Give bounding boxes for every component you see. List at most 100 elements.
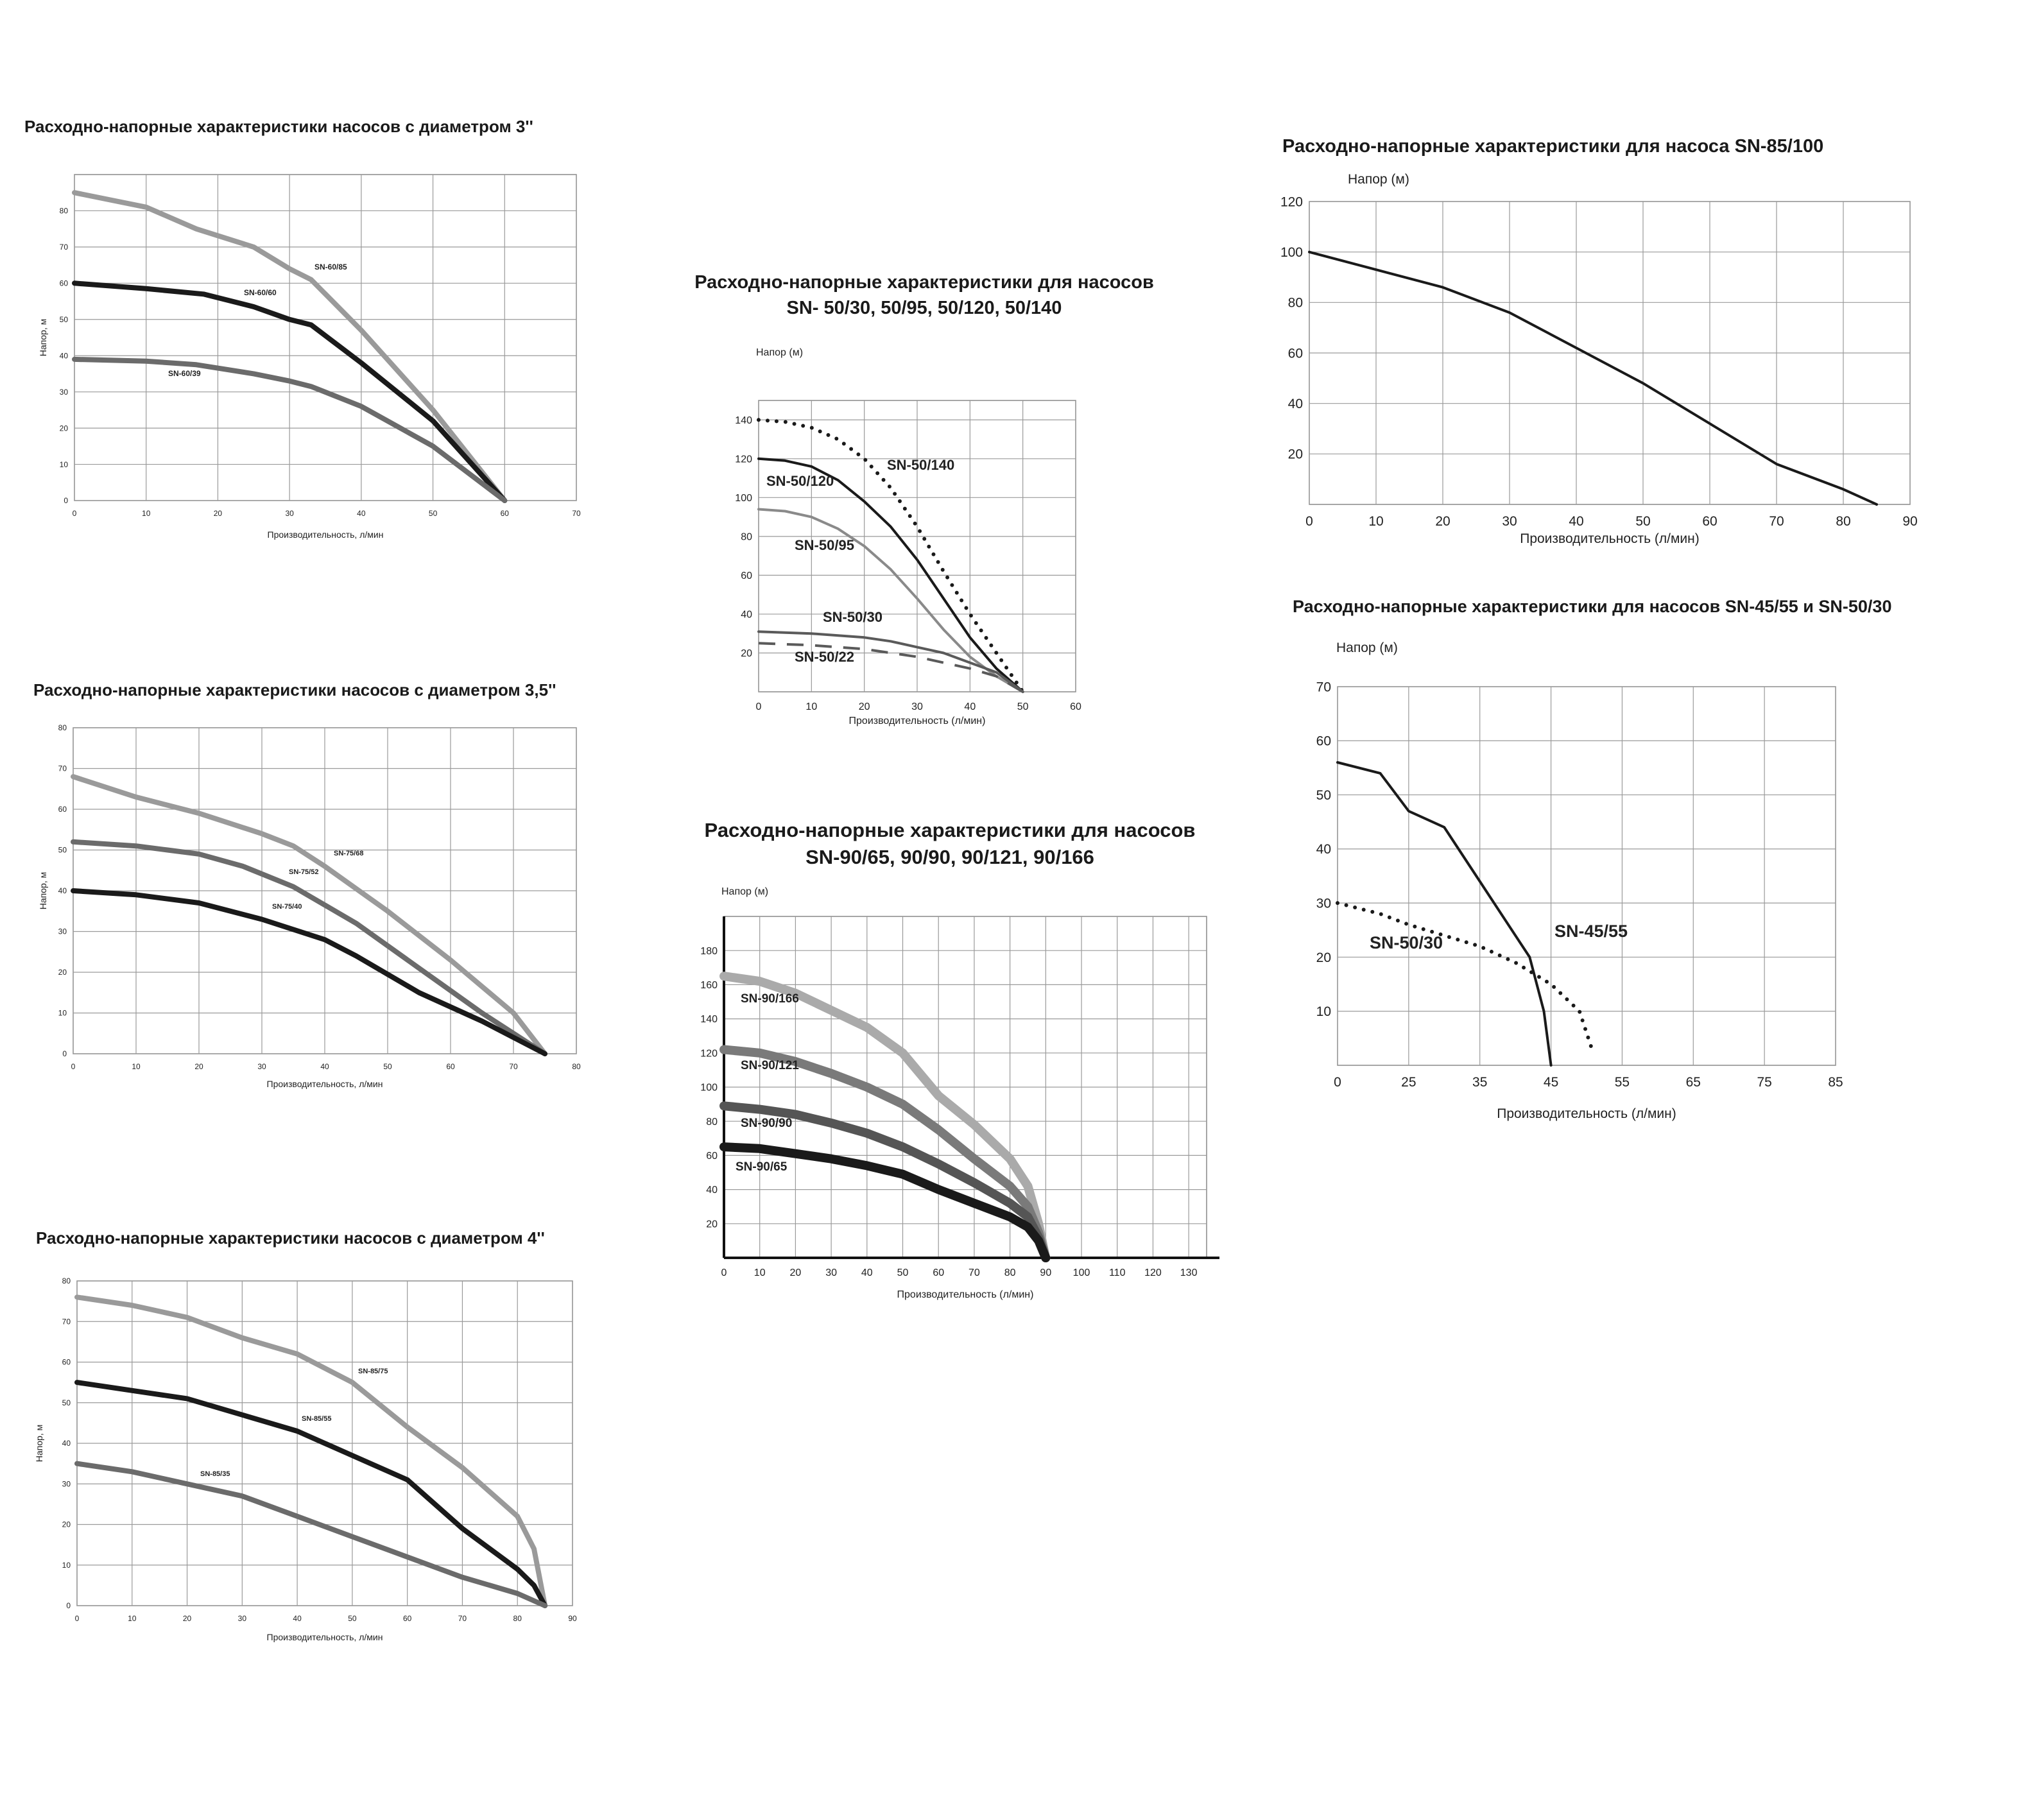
x-tick-label: 30 xyxy=(285,509,294,518)
y-tick-label: 60 xyxy=(62,1358,71,1367)
y-tick-label: 100 xyxy=(735,493,752,504)
x-tick-label: 40 xyxy=(861,1267,873,1278)
x-tick-label: 10 xyxy=(132,1062,141,1071)
y-tick-label: 10 xyxy=(1316,1004,1331,1019)
y-tick-label: 100 xyxy=(1280,245,1303,260)
y-tick-label: 40 xyxy=(741,610,752,621)
y-tick-label: 40 xyxy=(1316,842,1331,857)
y-tick-label: 0 xyxy=(64,496,68,505)
series-label: SN-45/55 xyxy=(1554,922,1628,941)
series-label: SN-90/65 xyxy=(736,1160,788,1174)
y-tick-label: 20 xyxy=(741,648,752,659)
series-line xyxy=(72,356,508,503)
y-axis-label: Напор (м) xyxy=(756,347,803,358)
x-tick-label: 20 xyxy=(859,701,870,712)
x-axis-label: Производительность (л/мин) xyxy=(1497,1106,1676,1121)
x-tick-label: 30 xyxy=(911,701,923,712)
series-line xyxy=(719,1045,1051,1262)
x-tick-label: 40 xyxy=(320,1062,329,1071)
y-tick-label: 40 xyxy=(62,1439,71,1448)
x-tick-label: 70 xyxy=(572,509,581,518)
x-tick-label: 60 xyxy=(446,1062,455,1071)
y-tick-label: 30 xyxy=(60,388,69,397)
y-tick-label: 100 xyxy=(700,1083,718,1094)
x-tick-label: 75 xyxy=(1757,1075,1771,1090)
x-axis-label: Производительность, л/мин xyxy=(268,529,384,540)
series-label: SN-90/121 xyxy=(741,1059,799,1072)
y-tick-label: 180 xyxy=(700,946,718,957)
y-tick-label: 40 xyxy=(60,351,69,360)
x-tick-label: 10 xyxy=(805,701,817,712)
y-tick-label: 20 xyxy=(62,1520,71,1529)
y-tick-label: 70 xyxy=(62,1317,71,1326)
series-label: SN-50/120 xyxy=(766,473,834,489)
series-line xyxy=(1336,761,1553,1067)
x-tick-label: 20 xyxy=(790,1267,802,1278)
y-tick-label: 40 xyxy=(58,886,67,895)
x-tick-label: 50 xyxy=(897,1267,909,1278)
y-tick-label: 20 xyxy=(1288,447,1303,462)
chart-title: Расходно-напорные характеристики для нас… xyxy=(694,272,1154,293)
y-tick-label: 70 xyxy=(58,764,67,773)
y-tick-label: 40 xyxy=(706,1185,718,1196)
x-tick-label: 25 xyxy=(1401,1075,1416,1090)
x-tick-label: 80 xyxy=(513,1614,522,1623)
x-tick-label: 0 xyxy=(75,1614,80,1623)
y-tick-label: 60 xyxy=(58,805,67,814)
series-line xyxy=(74,1461,548,1608)
y-tick-label: 80 xyxy=(706,1117,718,1128)
x-tick-label: 0 xyxy=(71,1062,76,1071)
x-tick-label: 20 xyxy=(183,1614,192,1623)
x-tick-label: 90 xyxy=(1040,1267,1051,1278)
y-tick-label: 30 xyxy=(62,1479,71,1488)
x-tick-label: 70 xyxy=(1769,514,1784,529)
x-axis-label: Производительность, л/мин xyxy=(267,1079,383,1089)
series-line xyxy=(719,1101,1051,1262)
x-tick-label: 80 xyxy=(1836,514,1850,529)
series-line xyxy=(757,418,1025,694)
y-tick-label: 60 xyxy=(741,571,752,581)
y-tick-label: 80 xyxy=(60,207,69,216)
chart-subtitle: SN-90/65, 90/90, 90/121, 90/166 xyxy=(805,846,1094,868)
y-tick-label: 50 xyxy=(60,315,69,324)
y-tick-label: 60 xyxy=(1316,734,1331,749)
x-tick-label: 10 xyxy=(1368,514,1383,529)
chart-title-text: Расходно-напорные характеристики для нас… xyxy=(1293,597,1721,616)
x-tick-label: 10 xyxy=(142,509,151,518)
x-tick-label: 80 xyxy=(572,1062,581,1071)
x-tick-label: 70 xyxy=(968,1267,980,1278)
x-tick-label: 40 xyxy=(1569,514,1583,529)
chart-title: Расходно-напорные характеристики для нас… xyxy=(1282,136,1823,157)
y-tick-label: 80 xyxy=(1288,296,1303,311)
series-line xyxy=(719,1142,1051,1262)
x-tick-label: 120 xyxy=(1144,1267,1162,1278)
x-tick-label: 0 xyxy=(73,509,77,518)
y-tick-label: 40 xyxy=(1288,397,1303,411)
x-tick-label: 70 xyxy=(458,1614,467,1623)
y-tick-label: 0 xyxy=(62,1049,67,1058)
x-tick-label: 130 xyxy=(1180,1267,1198,1278)
x-tick-label: 20 xyxy=(194,1062,203,1071)
x-tick-label: 10 xyxy=(754,1267,766,1278)
series-line xyxy=(719,972,1051,1262)
series-line xyxy=(71,839,547,1056)
y-tick-label: 120 xyxy=(1280,194,1303,209)
series-line xyxy=(72,280,508,503)
series-label: SN-60/85 xyxy=(314,262,347,271)
y-tick-label: 140 xyxy=(700,1014,718,1025)
chart-title-model: SN-45/55 и SN-50/30 xyxy=(1725,597,1892,616)
series-label: SN-50/30 xyxy=(1370,933,1443,952)
x-tick-label: 65 xyxy=(1686,1075,1701,1090)
x-tick-label: 85 xyxy=(1828,1075,1843,1090)
series-label: SN-50/95 xyxy=(795,537,854,553)
plot-frame xyxy=(1337,686,1836,1066)
y-tick-label: 80 xyxy=(741,531,752,542)
chart-title-text: Расходно-напорные характеристики для нас… xyxy=(1282,136,1730,157)
y-tick-label: 10 xyxy=(60,460,69,469)
y-tick-label: 0 xyxy=(66,1601,71,1610)
series-line xyxy=(74,1380,548,1608)
x-tick-label: 30 xyxy=(825,1267,837,1278)
y-tick-label: 120 xyxy=(735,454,752,465)
series-line xyxy=(71,888,547,1056)
